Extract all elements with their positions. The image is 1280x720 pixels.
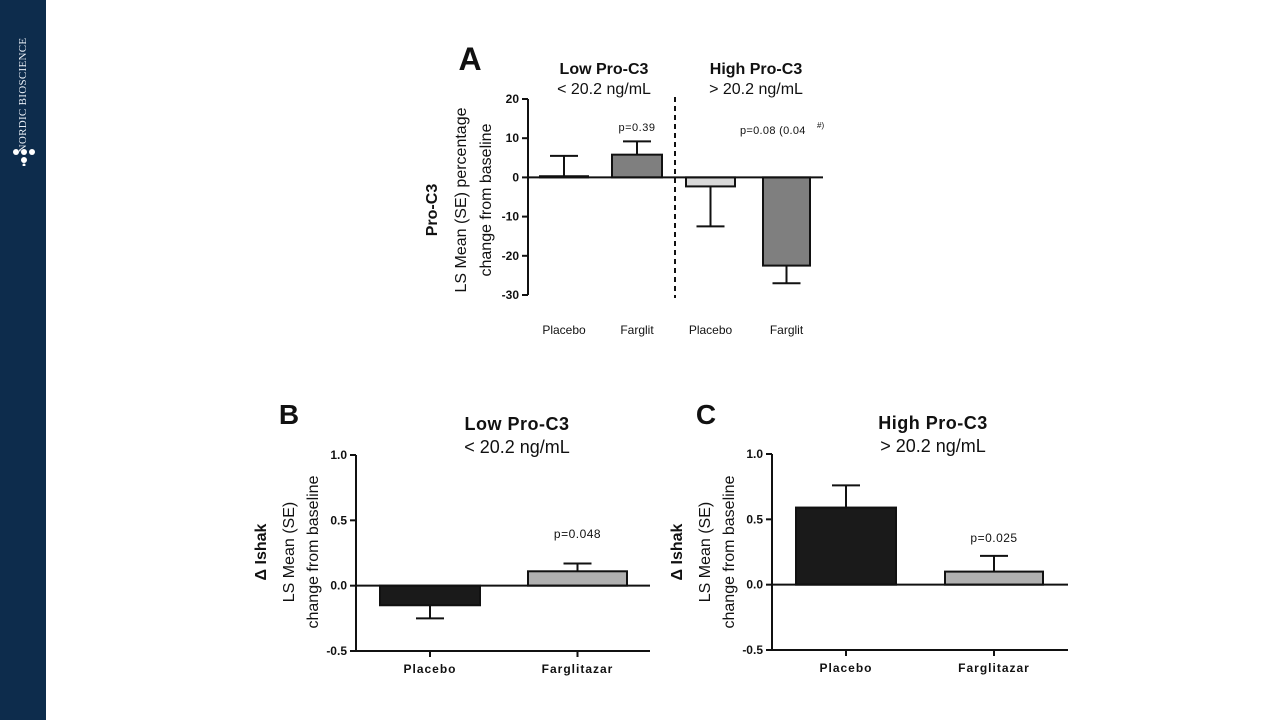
y-tick-label: 0 (512, 170, 519, 184)
p-value: p=0.025 (970, 531, 1017, 545)
y-tick-label: -30 (502, 288, 520, 302)
bar-farglitazar (527, 570, 628, 587)
y-tick-label: 0.0 (330, 579, 347, 593)
chart-title: Low Pro-C3 (464, 414, 569, 434)
group-title: High Pro-C3 (710, 61, 803, 78)
chart-panel-b: B Δ Ishak LS Mean (SE) change from baseline… (253, 399, 650, 676)
x-category-label: Farglitazar (958, 661, 1030, 675)
y-axis-title: Δ Ishak (669, 523, 686, 580)
y-tick-label: 0.5 (330, 513, 347, 527)
x-category-label: Placebo (403, 662, 456, 676)
chart-subtitle: < 20.2 ng/mL (464, 437, 570, 457)
group-subtitle: < 20.2 ng/mL (557, 81, 651, 98)
x-category-label: Placebo (542, 323, 586, 337)
chart-subtitle: > 20.2 ng/mL (880, 436, 986, 456)
bar-farglit (611, 153, 663, 179)
chart-panel-a: A Pro-C3 LS Mean (SE) percentage change fro… (424, 41, 824, 337)
y-tick-label: -10 (502, 210, 520, 224)
y-axis-label-line: LS Mean (SE) (697, 502, 714, 602)
y-tick-label: 1.0 (330, 448, 347, 462)
y-axis-label-line: change from baseline (305, 475, 322, 628)
x-category-label: Farglit (770, 323, 804, 337)
group-title: Low Pro-C3 (560, 61, 649, 78)
y-tick-label: -0.5 (742, 643, 763, 657)
bar-placebo (379, 584, 481, 607)
group-subtitle: > 20.2 ng/mL (709, 81, 803, 98)
y-axis-label: Δ Ishak LS Mean (SE) change from baseline (253, 475, 322, 628)
chart-panel-c: C Δ Ishak LS Mean (SE) change from baseline… (669, 399, 1068, 675)
x-category-label: Farglitazar (542, 662, 614, 676)
y-axis-label: Δ Ishak LS Mean (SE) change from baseline (669, 475, 738, 628)
y-axis-label-line: change from baseline (721, 475, 738, 628)
y-axis-label-line: LS Mean (SE) percentage (453, 107, 470, 292)
y-tick-label: 10 (506, 131, 520, 145)
x-category-label: Placebo (819, 661, 872, 675)
bar-farglit (762, 176, 811, 267)
chart-title: High Pro-C3 (878, 413, 988, 433)
bar-placebo (685, 176, 736, 188)
y-tick-label: 20 (506, 92, 520, 106)
y-axis-label: Pro-C3 LS Mean (SE) percentage change from… (424, 107, 495, 292)
p-value-superscript: #) (817, 121, 824, 130)
y-axis-title: Δ Ishak (253, 523, 270, 580)
p-value: p=0.39 (619, 122, 656, 134)
sidebar: NORDIC BIOSCIENCE (0, 0, 46, 720)
panel-letter: A (458, 41, 481, 77)
panel-letter: B (279, 399, 299, 430)
p-value: p=0.048 (554, 527, 601, 541)
nordic-bioscience-logo-icon (13, 149, 35, 166)
y-tick-label: 0.5 (746, 512, 763, 526)
y-tick-label: 1.0 (746, 447, 763, 461)
x-category-label: Placebo (689, 323, 733, 337)
x-category-label: Farglit (620, 323, 654, 337)
p-value: p=0.08 (0.04 (740, 125, 806, 137)
y-tick-label: -0.5 (326, 644, 347, 658)
y-tick-label: 0.0 (746, 578, 763, 592)
bar-placebo (795, 506, 897, 586)
y-axis-label-line: change from baseline (478, 123, 495, 276)
panel-letter: C (696, 399, 716, 430)
y-tick-label: -20 (502, 249, 520, 263)
bar-farglitazar (944, 570, 1044, 586)
y-axis-label-line: LS Mean (SE) (281, 502, 298, 602)
y-axis-title: Pro-C3 (424, 184, 441, 237)
